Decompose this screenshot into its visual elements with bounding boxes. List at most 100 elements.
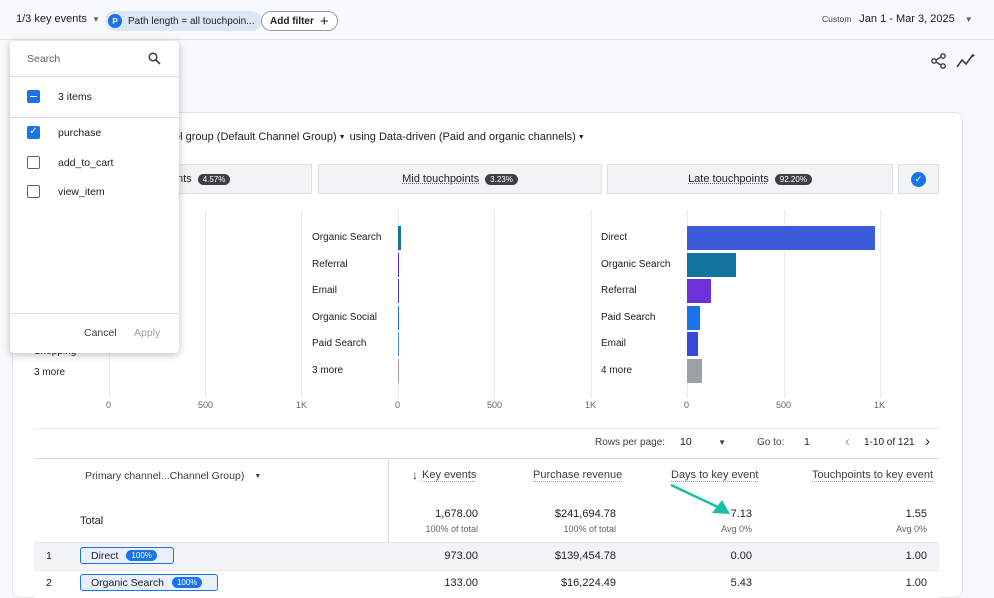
table-row[interactable] xyxy=(34,542,939,570)
caret-down-icon: ▼ xyxy=(964,14,973,24)
channel-tag[interactable]: Organic Search 100% xyxy=(80,574,218,591)
gridline xyxy=(398,210,399,398)
row-index: 2 xyxy=(46,577,52,589)
goto-label: Go to: xyxy=(757,437,785,448)
next-page-icon[interactable]: › xyxy=(925,433,930,450)
tick-label: 1K xyxy=(296,400,308,410)
menu-search-input[interactable]: Search xyxy=(27,53,61,65)
plus-icon: + xyxy=(319,12,329,30)
bar-label: Referral xyxy=(601,285,637,297)
bar[interactable] xyxy=(687,359,703,383)
search-icon[interactable] xyxy=(148,52,161,65)
cancel-button[interactable]: Cancel xyxy=(84,327,117,339)
dimension-header[interactable]: Primary channel...Channel Group) ▼ xyxy=(85,470,261,482)
tick-label: 500 xyxy=(487,400,503,410)
bar[interactable] xyxy=(398,332,399,357)
chart-mid: Organic Search Referral Email Organic Socia… xyxy=(312,226,612,396)
select-all-checkbox[interactable] xyxy=(27,90,40,103)
bar-label: 4 more xyxy=(601,365,633,376)
segment-early[interactable]: nts 4.57% xyxy=(170,164,312,194)
add-filter-button[interactable]: Add filter + xyxy=(261,11,338,31)
gridline xyxy=(687,210,688,398)
bar[interactable] xyxy=(398,305,399,330)
segment-total[interactable]: ✓ xyxy=(898,164,939,194)
bar[interactable] xyxy=(398,226,402,250)
total-touchpoints-sub: Avg 0% xyxy=(896,524,927,534)
col-touchpoints-header[interactable]: Touchpoints to key event xyxy=(812,469,934,481)
bar-label: Paid Search xyxy=(601,311,656,323)
apply-button[interactable]: Apply xyxy=(134,327,161,339)
channel-label: Direct xyxy=(91,549,119,562)
share-icon[interactable] xyxy=(930,52,948,70)
tick-label: 500 xyxy=(776,400,792,410)
date-range-label: Jan 1 - Mar 3, 2025 xyxy=(859,13,955,25)
bar[interactable] xyxy=(398,359,399,383)
bar[interactable] xyxy=(398,252,400,277)
channel-group-selector[interactable]: el group (Default Channel Group) xyxy=(174,131,337,143)
path-length-label: Path length = all touchpoin... xyxy=(128,15,255,27)
attribution-model-selector[interactable]: using Data-driven (Paid and organic chan… xyxy=(349,131,576,143)
bar-label: 3 more xyxy=(312,365,344,376)
total-days: 7.13 xyxy=(730,508,752,520)
total-revenue-sub: 100% of total xyxy=(563,524,616,534)
channel-label: Organic Search xyxy=(91,576,164,589)
rows-per-page-select[interactable]: 10 ▼ xyxy=(680,436,726,448)
cell-key-events: 133.00 xyxy=(444,577,478,589)
annotation-arrow-icon xyxy=(670,483,730,514)
bar-label: Organic Social xyxy=(312,311,378,323)
channel-tag[interactable]: Direct 100% xyxy=(80,547,174,564)
bar[interactable] xyxy=(687,226,875,250)
menu-item-add-to-cart[interactable]: add_to_cart xyxy=(58,157,114,169)
bar[interactable] xyxy=(687,252,737,277)
key-events-label: 1/3 key events xyxy=(16,13,87,25)
caret-down-icon: ▼ xyxy=(91,14,100,24)
total-label: Total xyxy=(80,515,104,527)
bar[interactable] xyxy=(687,332,698,357)
bar[interactable] xyxy=(687,305,701,330)
dimension-header-label: Primary channel...Channel Group) xyxy=(85,470,245,482)
cell-revenue: $139,454.78 xyxy=(554,550,616,562)
col-days-header[interactable]: Days to key event xyxy=(671,469,759,481)
tick-label: 0 xyxy=(684,400,690,410)
col-key-events-header[interactable]: ↓ Key events xyxy=(412,468,476,482)
date-range-selector[interactable]: Custom Jan 1 - Mar 3, 2025 ▼ xyxy=(822,13,973,25)
indeterminate-icon xyxy=(30,95,37,98)
custom-label: Custom xyxy=(822,14,852,24)
prev-page-icon[interactable]: ‹ xyxy=(845,433,850,450)
caret-down-icon: ▼ xyxy=(338,133,346,141)
divider xyxy=(10,117,179,118)
key-events-selector[interactable]: 1/3 key events ▼ xyxy=(16,13,100,25)
rows-per-page-value: 10 xyxy=(680,436,692,448)
checkbox-add-to-cart[interactable] xyxy=(27,156,40,169)
total-days-sub: Avg 0% xyxy=(721,524,752,534)
channel-pct: 100% xyxy=(126,550,157,561)
tick-label: 0 xyxy=(395,400,401,410)
insights-icon[interactable]: ✦ xyxy=(956,52,976,70)
segment-mid-pct: 3.23% xyxy=(485,173,518,185)
total-revenue: $241,694.78 xyxy=(554,508,616,520)
bar-label: Organic Search xyxy=(312,232,382,243)
segment-late[interactable]: Late touchpoints 92.20% xyxy=(607,164,893,194)
segment-early-label: nts xyxy=(177,173,192,185)
col-purchase-revenue-header[interactable]: Purchase revenue xyxy=(533,469,623,481)
divider xyxy=(34,428,939,429)
tick-label: 1K xyxy=(585,400,597,410)
tick-label: 0 xyxy=(106,400,112,410)
gridline xyxy=(591,210,592,398)
svg-text:✦: ✦ xyxy=(970,52,976,60)
channel-pct: 100% xyxy=(171,577,203,588)
bar[interactable] xyxy=(687,279,712,304)
bar[interactable] xyxy=(398,279,399,304)
page-range: 1-10 of 121 xyxy=(864,437,915,448)
cell-days: 5.43 xyxy=(730,577,752,589)
bar-label: Organic Search xyxy=(601,258,671,270)
goto-input[interactable]: 1 xyxy=(804,436,810,448)
menu-item-view-item[interactable]: view_item xyxy=(58,186,105,198)
menu-item-purchase[interactable]: purchase xyxy=(58,127,102,139)
checkbox-view-item[interactable] xyxy=(27,185,40,198)
check-circle-icon: ✓ xyxy=(911,171,926,187)
path-length-chip[interactable]: P Path length = all touchpoin... xyxy=(105,11,263,31)
checkbox-purchase[interactable]: ✓ xyxy=(27,126,40,139)
total-key-events-sub: 100% of total xyxy=(425,524,478,534)
segment-mid[interactable]: Mid touchpoints 3.23% xyxy=(318,164,602,194)
